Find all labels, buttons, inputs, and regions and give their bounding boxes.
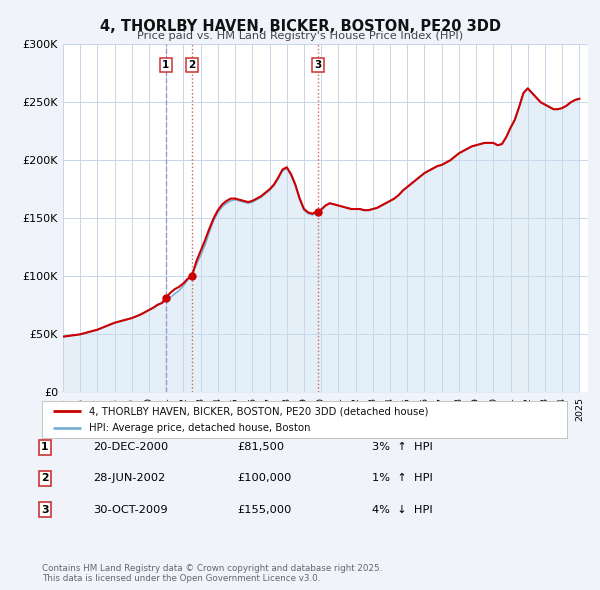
Text: 1: 1 <box>41 442 49 452</box>
Text: 30-OCT-2009: 30-OCT-2009 <box>93 505 167 514</box>
Text: 28-JUN-2002: 28-JUN-2002 <box>93 474 165 483</box>
Text: 3: 3 <box>314 60 322 70</box>
Text: £81,500: £81,500 <box>237 442 284 452</box>
Text: 3%  ↑  HPI: 3% ↑ HPI <box>372 442 433 452</box>
Text: 4, THORLBY HAVEN, BICKER, BOSTON, PE20 3DD: 4, THORLBY HAVEN, BICKER, BOSTON, PE20 3… <box>100 19 500 34</box>
Text: 2: 2 <box>188 60 196 70</box>
Text: HPI: Average price, detached house, Boston: HPI: Average price, detached house, Bost… <box>89 423 311 433</box>
Text: 3: 3 <box>41 505 49 514</box>
Text: 20-DEC-2000: 20-DEC-2000 <box>93 442 168 452</box>
Text: £155,000: £155,000 <box>237 505 292 514</box>
Text: Price paid vs. HM Land Registry's House Price Index (HPI): Price paid vs. HM Land Registry's House … <box>137 31 463 41</box>
Text: 4, THORLBY HAVEN, BICKER, BOSTON, PE20 3DD (detached house): 4, THORLBY HAVEN, BICKER, BOSTON, PE20 3… <box>89 406 429 416</box>
Text: Contains HM Land Registry data © Crown copyright and database right 2025.
This d: Contains HM Land Registry data © Crown c… <box>42 563 382 583</box>
Text: 1: 1 <box>162 60 169 70</box>
Text: 1%  ↑  HPI: 1% ↑ HPI <box>372 474 433 483</box>
Text: 4%  ↓  HPI: 4% ↓ HPI <box>372 505 433 514</box>
Text: 2: 2 <box>41 474 49 483</box>
Text: £100,000: £100,000 <box>237 474 292 483</box>
